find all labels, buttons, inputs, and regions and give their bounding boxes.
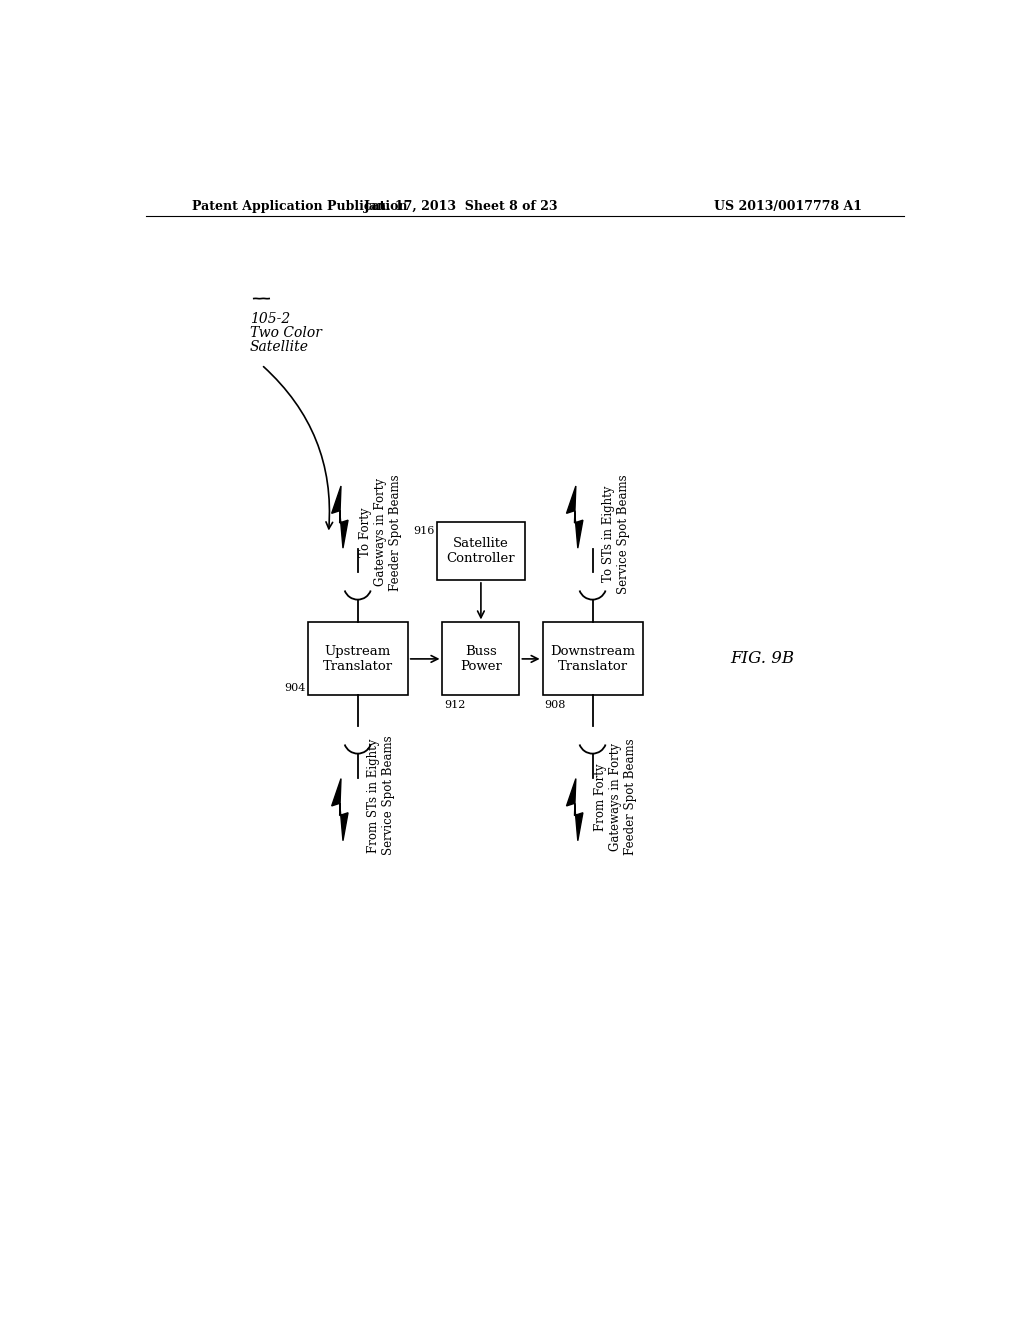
Bar	[307, 622, 408, 696]
Text: Buss
Power: Buss Power	[460, 645, 502, 673]
Polygon shape	[332, 486, 348, 548]
Bar	[543, 622, 643, 696]
Text: Satellite
Controller: Satellite Controller	[446, 537, 515, 565]
Text: 908: 908	[544, 700, 565, 710]
Polygon shape	[332, 779, 348, 841]
Text: From STs in Eighty
Service Spot Beams: From STs in Eighty Service Spot Beams	[367, 735, 395, 855]
Text: 916: 916	[413, 527, 434, 536]
Text: Jan. 17, 2013  Sheet 8 of 23: Jan. 17, 2013 Sheet 8 of 23	[365, 199, 559, 213]
Polygon shape	[566, 779, 583, 841]
Text: FIG. 9B: FIG. 9B	[730, 651, 794, 668]
Text: 105-2: 105-2	[250, 313, 290, 326]
Text: From Forty
Gateways in Forty
Feeder Spot Beams: From Forty Gateways in Forty Feeder Spot…	[594, 739, 637, 855]
Text: Satellite: Satellite	[250, 341, 309, 354]
Text: Two Color: Two Color	[250, 326, 322, 341]
Text: 904: 904	[284, 682, 305, 693]
Bar	[442, 622, 519, 696]
Polygon shape	[566, 486, 583, 548]
Text: To Forty
Gateways in Forty
Feeder Spot Beams: To Forty Gateways in Forty Feeder Spot B…	[359, 474, 402, 591]
FancyArrowPatch shape	[263, 367, 333, 529]
Bar	[436, 523, 525, 579]
Text: Patent Application Publication: Patent Application Publication	[193, 199, 408, 213]
Text: To STs in Eighty
Service Spot Beams: To STs in Eighty Service Spot Beams	[602, 474, 630, 594]
Text: US 2013/0017778 A1: US 2013/0017778 A1	[714, 199, 862, 213]
Text: 912: 912	[444, 700, 465, 710]
Text: Downstream
Translator: Downstream Translator	[550, 645, 635, 673]
Text: Upstream
Translator: Upstream Translator	[323, 645, 393, 673]
